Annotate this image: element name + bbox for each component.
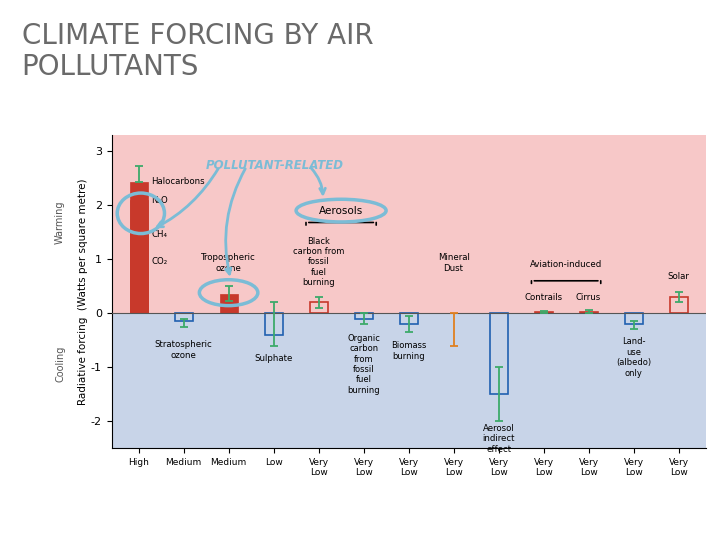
Text: Mineral
Dust: Mineral Dust: [438, 253, 469, 273]
Bar: [220, 294, 238, 313]
Text: Halocarbons: Halocarbons: [151, 178, 204, 186]
Text: Tropospheric
ozone: Tropospheric ozone: [201, 253, 256, 273]
Text: Stratospheric
ozone: Stratospheric ozone: [155, 340, 212, 360]
Bar: [130, 234, 148, 313]
Text: Solar: Solar: [667, 272, 690, 281]
Text: Aerosol
indirect
effect: Aerosol indirect effect: [482, 424, 515, 454]
Bar: [174, 313, 193, 321]
Text: Aviation-induced: Aviation-induced: [530, 260, 602, 269]
Text: Organic
carbon
from
fossil
fuel
burning: Organic carbon from fossil fuel burning: [347, 334, 380, 395]
Bar: [534, 312, 553, 313]
Text: Sulphate: Sulphate: [254, 354, 293, 363]
Y-axis label: Radiative forcing  (Watts per square metre): Radiative forcing (Watts per square metr…: [78, 178, 88, 405]
Bar: [490, 313, 508, 394]
Bar: [310, 302, 328, 313]
Text: N₂O: N₂O: [151, 196, 168, 205]
Bar: [130, 200, 148, 313]
Text: CH₄: CH₄: [151, 230, 167, 239]
Text: CO₂: CO₂: [151, 256, 168, 266]
Bar: [112, 135, 706, 313]
Text: Aerosols: Aerosols: [319, 206, 363, 215]
Bar: [355, 313, 373, 319]
Bar: [400, 313, 418, 324]
Bar: [265, 313, 283, 335]
Bar: [112, 313, 706, 448]
Bar: [670, 297, 688, 313]
Text: Contrails: Contrails: [525, 293, 562, 302]
Text: POLLUTANT-RELATED: POLLUTANT-RELATED: [206, 159, 344, 172]
Bar: [130, 182, 148, 313]
Text: Cooling: Cooling: [55, 346, 66, 382]
Text: Warming: Warming: [55, 201, 66, 245]
Text: Cirrus: Cirrus: [576, 293, 601, 302]
Text: Biomass
burning: Biomass burning: [391, 341, 426, 361]
Bar: [625, 313, 643, 324]
Text: Black
carbon from
fossil
fuel
burning: Black carbon from fossil fuel burning: [293, 237, 344, 287]
Bar: [580, 312, 598, 313]
Text: CLIMATE FORCING BY AIR
POLLUTANTS: CLIMATE FORCING BY AIR POLLUTANTS: [22, 22, 373, 81]
Text: Land-
use
(albedo)
only: Land- use (albedo) only: [616, 338, 651, 377]
